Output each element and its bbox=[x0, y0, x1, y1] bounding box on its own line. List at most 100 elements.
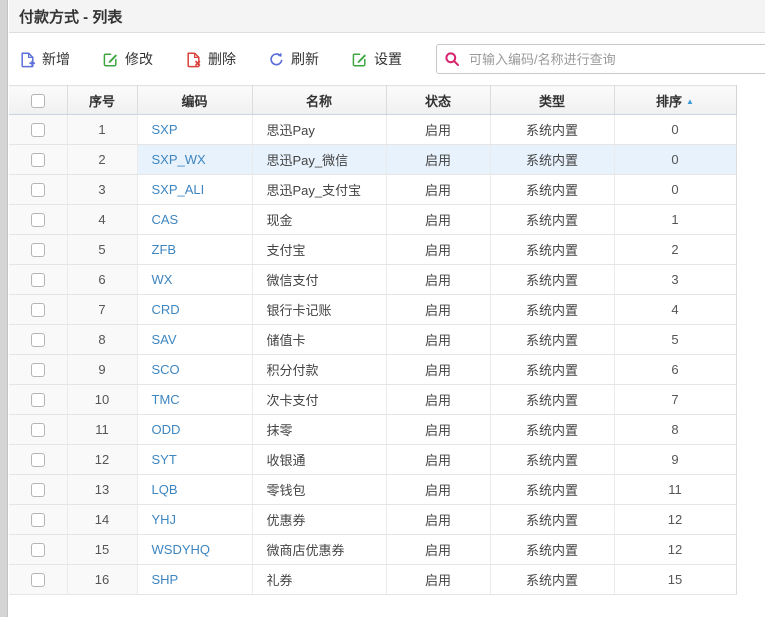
row-seq: 16 bbox=[67, 564, 138, 595]
row-code-link[interactable]: SXP_WX bbox=[137, 144, 253, 175]
row-type: 系统内置 bbox=[490, 174, 615, 205]
row-checkbox[interactable] bbox=[30, 363, 45, 378]
add-button[interactable]: 新增 bbox=[19, 49, 70, 69]
row-sort: 6 bbox=[614, 354, 737, 385]
row-seq: 2 bbox=[67, 144, 138, 175]
row-checkbox[interactable] bbox=[30, 393, 45, 408]
row-checkbox[interactable] bbox=[30, 543, 45, 558]
row-status: 启用 bbox=[386, 324, 491, 355]
row-name: 优惠券 bbox=[252, 504, 387, 535]
row-checkbox-cell bbox=[9, 474, 68, 505]
table-row[interactable]: 16 SHP 礼券 启用 系统内置 15 bbox=[9, 564, 737, 595]
row-checkbox[interactable] bbox=[30, 573, 45, 588]
row-name: 次卡支付 bbox=[252, 384, 387, 415]
table-row[interactable]: 4 CAS 现金 启用 系统内置 1 bbox=[9, 204, 737, 235]
column-header-seq[interactable]: 序号 bbox=[67, 85, 138, 115]
row-checkbox[interactable] bbox=[30, 483, 45, 498]
row-code-link[interactable]: SCO bbox=[137, 354, 253, 385]
table-row[interactable]: 12 SYT 收银通 启用 系统内置 9 bbox=[9, 444, 737, 475]
delete-button[interactable]: 删除 bbox=[185, 49, 236, 69]
modify-button[interactable]: 修改 bbox=[102, 49, 153, 69]
row-checkbox[interactable] bbox=[30, 153, 45, 168]
row-code-link[interactable]: SYT bbox=[137, 444, 253, 475]
column-header-type[interactable]: 类型 bbox=[490, 85, 615, 115]
row-checkbox[interactable] bbox=[30, 273, 45, 288]
settings-button[interactable]: 设置 bbox=[351, 49, 402, 69]
row-checkbox[interactable] bbox=[30, 213, 45, 228]
table-row[interactable]: 10 TMC 次卡支付 启用 系统内置 7 bbox=[9, 384, 737, 415]
row-checkbox-cell bbox=[9, 444, 68, 475]
table-row[interactable]: 11 ODD 抹零 启用 系统内置 8 bbox=[9, 414, 737, 445]
table-row[interactable]: 7 CRD 银行卡记账 启用 系统内置 4 bbox=[9, 294, 737, 325]
row-code-link[interactable]: SAV bbox=[137, 324, 253, 355]
row-code-link[interactable]: WSDYHQ bbox=[137, 534, 253, 565]
column-header-sort[interactable]: 排序 ▲ bbox=[614, 85, 737, 115]
row-status: 启用 bbox=[386, 564, 491, 595]
table-row[interactable]: 15 WSDYHQ 微商店优惠券 启用 系统内置 12 bbox=[9, 534, 737, 565]
select-all-checkbox[interactable] bbox=[30, 93, 45, 108]
row-code-link[interactable]: CAS bbox=[137, 204, 253, 235]
row-code-link[interactable]: SXP bbox=[137, 114, 253, 145]
row-name: 储值卡 bbox=[252, 324, 387, 355]
row-checkbox-cell bbox=[9, 144, 68, 175]
row-code-link[interactable]: WX bbox=[137, 264, 253, 295]
row-checkbox[interactable] bbox=[30, 453, 45, 468]
row-checkbox[interactable] bbox=[30, 333, 45, 348]
row-checkbox[interactable] bbox=[30, 183, 45, 198]
sort-column-label: 排序 bbox=[656, 93, 683, 109]
row-seq: 13 bbox=[67, 474, 138, 505]
row-seq: 3 bbox=[67, 174, 138, 205]
row-code-link[interactable]: ZFB bbox=[137, 234, 253, 265]
table-body: 1 SXP 思迅Pay 启用 系统内置 0 2 SXP_WX 思迅Pay_微信 … bbox=[9, 114, 737, 595]
row-name: 礼券 bbox=[252, 564, 387, 595]
search-input[interactable] bbox=[436, 44, 765, 74]
table-row[interactable]: 8 SAV 储值卡 启用 系统内置 5 bbox=[9, 324, 737, 355]
column-header-code[interactable]: 编码 bbox=[137, 85, 253, 115]
row-type: 系统内置 bbox=[490, 294, 615, 325]
row-seq: 12 bbox=[67, 444, 138, 475]
row-checkbox[interactable] bbox=[30, 303, 45, 318]
table-row[interactable]: 5 ZFB 支付宝 启用 系统内置 2 bbox=[9, 234, 737, 265]
row-type: 系统内置 bbox=[490, 534, 615, 565]
row-checkbox-cell bbox=[9, 414, 68, 445]
table-row[interactable]: 14 YHJ 优惠券 启用 系统内置 12 bbox=[9, 504, 737, 535]
row-type: 系统内置 bbox=[490, 444, 615, 475]
row-seq: 15 bbox=[67, 534, 138, 565]
column-header-name[interactable]: 名称 bbox=[252, 85, 387, 115]
payment-method-panel: 付款方式 - 列表 新增 修改 bbox=[9, 0, 765, 617]
row-code-link[interactable]: YHJ bbox=[137, 504, 253, 535]
title-bar: 付款方式 - 列表 bbox=[9, 0, 765, 33]
row-checkbox-cell bbox=[9, 234, 68, 265]
row-code-link[interactable]: LQB bbox=[137, 474, 253, 505]
row-checkbox-cell bbox=[9, 324, 68, 355]
delete-button-label: 删除 bbox=[208, 51, 236, 67]
table-row[interactable]: 1 SXP 思迅Pay 启用 系统内置 0 bbox=[9, 114, 737, 145]
row-checkbox-cell bbox=[9, 264, 68, 295]
row-name: 零钱包 bbox=[252, 474, 387, 505]
settings-button-label: 设置 bbox=[374, 51, 402, 67]
row-checkbox-cell bbox=[9, 294, 68, 325]
row-checkbox[interactable] bbox=[30, 423, 45, 438]
row-name: 抹零 bbox=[252, 414, 387, 445]
column-header-status[interactable]: 状态 bbox=[386, 85, 491, 115]
row-code-link[interactable]: SXP_ALI bbox=[137, 174, 253, 205]
row-code-link[interactable]: TMC bbox=[137, 384, 253, 415]
table-row[interactable]: 3 SXP_ALI 思迅Pay_支付宝 启用 系统内置 0 bbox=[9, 174, 737, 205]
table-row[interactable]: 2 SXP_WX 思迅Pay_微信 启用 系统内置 0 bbox=[9, 144, 737, 175]
table-row[interactable]: 6 WX 微信支付 启用 系统内置 3 bbox=[9, 264, 737, 295]
row-type: 系统内置 bbox=[490, 264, 615, 295]
row-seq: 4 bbox=[67, 204, 138, 235]
row-checkbox[interactable] bbox=[30, 123, 45, 138]
row-code-link[interactable]: ODD bbox=[137, 414, 253, 445]
row-checkbox[interactable] bbox=[30, 513, 45, 528]
row-status: 启用 bbox=[386, 504, 491, 535]
row-checkbox[interactable] bbox=[30, 243, 45, 258]
row-seq: 7 bbox=[67, 294, 138, 325]
header-checkbox-cell bbox=[9, 85, 68, 115]
row-code-link[interactable]: SHP bbox=[137, 564, 253, 595]
table-row[interactable]: 9 SCO 积分付款 启用 系统内置 6 bbox=[9, 354, 737, 385]
delete-doc-icon bbox=[185, 51, 202, 68]
row-code-link[interactable]: CRD bbox=[137, 294, 253, 325]
refresh-button[interactable]: 刷新 bbox=[268, 49, 319, 69]
table-row[interactable]: 13 LQB 零钱包 启用 系统内置 11 bbox=[9, 474, 737, 505]
